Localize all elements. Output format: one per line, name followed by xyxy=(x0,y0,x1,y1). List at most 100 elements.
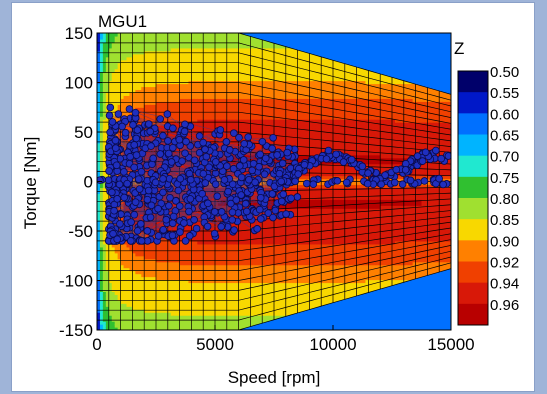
contour-cell xyxy=(179,294,184,298)
contour-cell xyxy=(229,249,234,254)
contour-cell xyxy=(129,267,133,272)
contour-cell xyxy=(120,309,125,313)
contour-cell xyxy=(238,53,243,58)
contour-cell xyxy=(99,220,104,224)
contour-cell xyxy=(217,101,222,105)
contour-cell xyxy=(164,261,169,266)
contour-cell xyxy=(144,312,148,316)
contour-cell xyxy=(111,249,116,254)
contour-cell xyxy=(164,303,169,307)
contour-cell xyxy=(158,104,163,108)
contour-cell xyxy=(220,59,225,64)
contour-cell xyxy=(215,98,219,102)
contour-cell xyxy=(170,113,175,117)
contour-cell xyxy=(141,264,145,269)
contour-cell xyxy=(176,104,181,108)
contour-cell xyxy=(108,68,113,73)
contour-cell xyxy=(194,243,198,248)
contour-cell xyxy=(120,217,125,221)
contour-cell xyxy=(194,104,198,108)
contour-cell xyxy=(123,246,128,251)
contour-cell xyxy=(191,324,195,328)
contour-cell xyxy=(153,98,157,102)
contour-cell xyxy=(105,92,110,96)
contour-cell xyxy=(120,89,125,93)
contour-cell xyxy=(114,104,119,108)
contour-cell xyxy=(161,315,166,319)
contour-cell xyxy=(215,309,219,313)
contour-cell xyxy=(97,220,101,224)
contour-cell xyxy=(99,136,104,141)
contour-cell xyxy=(176,116,181,120)
contour-cell xyxy=(147,246,151,251)
contour-cell xyxy=(120,249,125,254)
contour-cell xyxy=(97,145,101,150)
contour-cell xyxy=(188,309,192,313)
contour-cell xyxy=(144,71,148,76)
contour-cell xyxy=(120,306,125,310)
contour-cell xyxy=(235,315,240,319)
contour-cell xyxy=(161,125,166,129)
contour-cell xyxy=(173,104,178,108)
contour-cell xyxy=(150,86,154,91)
contour-cell xyxy=(206,119,210,123)
contour-cell xyxy=(217,59,222,64)
contour-cell xyxy=(209,89,213,93)
contour-cell xyxy=(238,223,243,227)
contour-cell xyxy=(99,145,104,150)
contour-cell xyxy=(144,321,148,325)
contour-cell xyxy=(220,92,225,96)
contour-cell xyxy=(97,89,101,93)
contour-cell xyxy=(238,297,243,301)
contour-cell xyxy=(215,223,219,227)
contour-cell xyxy=(188,276,192,281)
contour-cell xyxy=(144,285,148,290)
contour-cell xyxy=(191,243,195,248)
contour-cell xyxy=(200,249,204,254)
contour-cell xyxy=(126,300,131,304)
contour-cell xyxy=(99,226,104,230)
contour-cell xyxy=(232,119,237,123)
contour-cell xyxy=(126,101,131,105)
contour-cell xyxy=(144,53,148,58)
contour-cell xyxy=(182,53,187,58)
contour-cell xyxy=(158,92,163,96)
contour-cell xyxy=(203,53,207,58)
contour-cell xyxy=(182,113,187,117)
contour-cell xyxy=(220,240,225,245)
contour-cell xyxy=(126,321,131,325)
contour-cell xyxy=(206,246,210,251)
contour-cell xyxy=(117,267,122,272)
contour-cell xyxy=(188,255,192,260)
contour-cell xyxy=(194,327,198,330)
contour-cell xyxy=(194,35,198,40)
contour-cell xyxy=(203,309,207,313)
contour-cell xyxy=(223,113,228,117)
contour-cell xyxy=(111,35,116,40)
contour-cell xyxy=(108,312,113,316)
contour-cell xyxy=(144,327,148,330)
contour-cell xyxy=(147,270,151,275)
contour-cell xyxy=(102,56,107,61)
contour-cell xyxy=(153,38,157,43)
contour-cell xyxy=(144,273,148,278)
contour-cell xyxy=(105,270,110,275)
contour-cell xyxy=(212,77,216,82)
contour-cell xyxy=(99,234,104,239)
contour-cell xyxy=(226,324,231,328)
contour-cell xyxy=(132,291,136,295)
contour-cell xyxy=(206,133,210,138)
contour-cell xyxy=(194,273,198,278)
contour-cell xyxy=(153,113,157,117)
contour-cell xyxy=(111,59,116,64)
contour-cell xyxy=(229,74,234,79)
contour-cell xyxy=(220,231,225,236)
contour-cell xyxy=(99,71,104,76)
contour-cell xyxy=(188,53,192,58)
contour-cell xyxy=(102,315,107,319)
contour-cell xyxy=(191,223,195,227)
contour-cell xyxy=(170,71,175,76)
contour-cell xyxy=(138,324,142,328)
contour-cell xyxy=(147,92,151,96)
contour-cell xyxy=(220,315,225,319)
